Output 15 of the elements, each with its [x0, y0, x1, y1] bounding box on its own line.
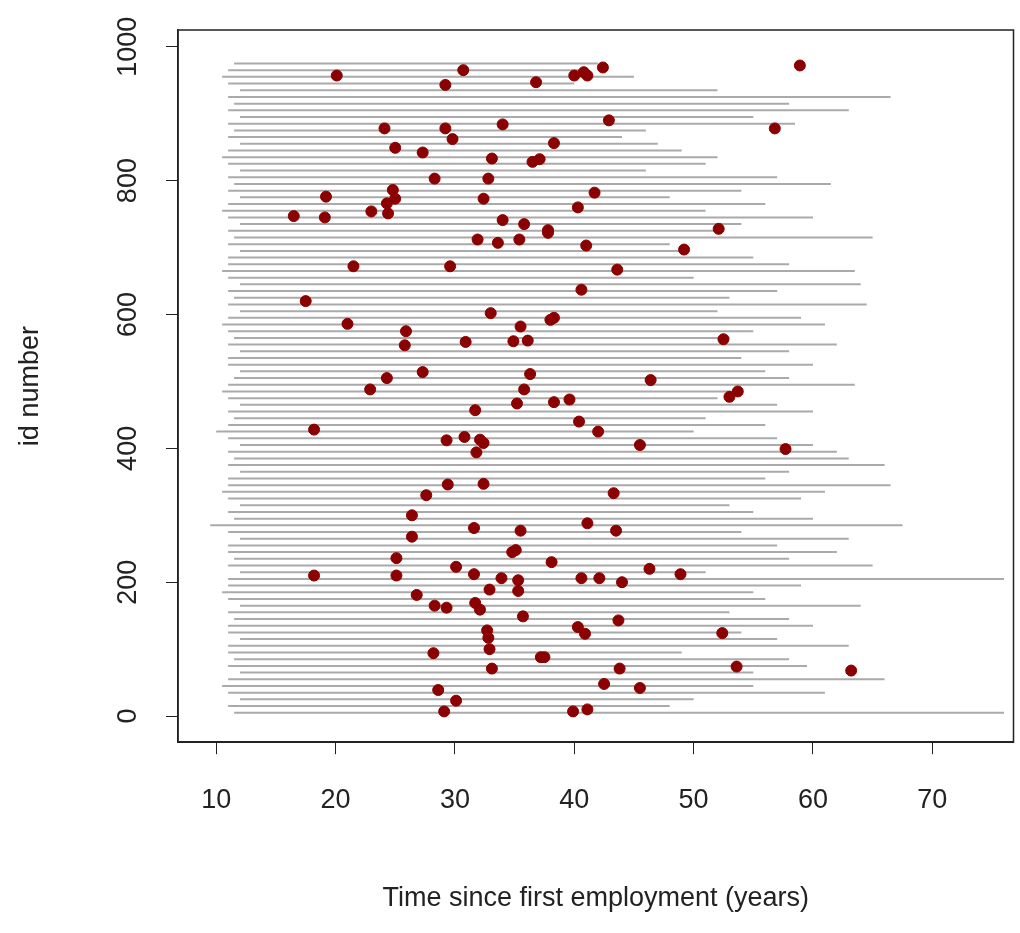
x-axis-title: Time since first employment (years) — [382, 882, 810, 913]
y-tick-label: 0 — [111, 708, 142, 724]
x-tick-label: 20 — [320, 783, 351, 814]
y-tick-label: 200 — [111, 559, 142, 605]
x-tick-label: 60 — [797, 783, 828, 814]
x-tick-label: 50 — [678, 783, 709, 814]
y-tick-label: 1000 — [111, 16, 142, 77]
y-tick-label: 600 — [111, 291, 142, 338]
x-tick-label: 40 — [559, 783, 590, 814]
x-tick-label: 30 — [439, 783, 470, 814]
x-tick-label: 10 — [201, 783, 232, 814]
y-tick-label: 800 — [111, 158, 142, 204]
y-tick-label: 400 — [111, 425, 142, 471]
x-tick-label: 70 — [917, 783, 948, 814]
y-axis-title: id number — [13, 326, 44, 447]
